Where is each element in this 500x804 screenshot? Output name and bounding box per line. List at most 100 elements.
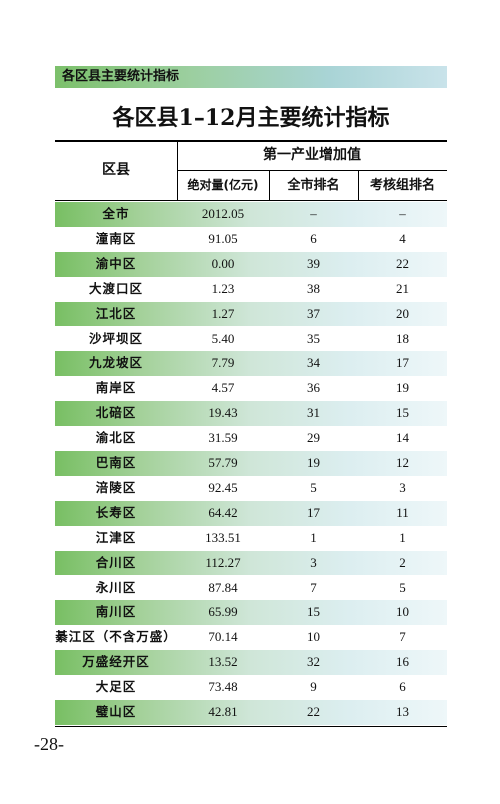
table-row: 沙坪坝区 5.40 35 18 [55, 327, 447, 352]
district-cell: 潼南区 [95, 230, 137, 246]
absolute-value-cell: 64.42 [208, 504, 238, 520]
city-rank-cell: 38 [307, 280, 320, 296]
absolute-value-cell: 31.59 [208, 430, 238, 446]
header-divider [269, 170, 270, 200]
district-cell: 綦江区（不含万盛） [55, 629, 177, 645]
table-row: 永川区 87.84 7 5 [55, 576, 447, 601]
assess-rank-cell: 18 [396, 330, 409, 346]
district-cell: 沙坪坝区 [88, 330, 143, 346]
city-rank-cell: 15 [307, 604, 320, 620]
absolute-value-cell: 91.05 [208, 230, 238, 246]
assess-rank-cell: 4 [399, 230, 406, 246]
district-cell: 渝中区 [95, 255, 137, 271]
assess-rank-cell: 21 [396, 280, 409, 296]
assess-rank-cell: – [399, 206, 406, 221]
city-rank-cell: 1 [310, 529, 317, 545]
district-cell: 九龙坡区 [88, 355, 143, 371]
table-row: 大渡口区 1.23 38 21 [55, 277, 447, 302]
table-row: 南岸区 4.57 36 19 [55, 376, 447, 401]
city-rank-cell: 31 [307, 405, 320, 421]
assess-rank-cell: 11 [396, 504, 409, 520]
district-cell: 江北区 [95, 305, 137, 321]
absolute-value-cell: 4.57 [211, 380, 235, 396]
absolute-value-cell: 87.84 [208, 579, 238, 595]
header-divider [358, 170, 359, 200]
city-rank-cell: 35 [307, 330, 320, 346]
assess-rank-cell: 7 [399, 629, 406, 645]
absolute-value-cell: 5.40 [211, 330, 235, 346]
city-rank-cell: 10 [307, 629, 320, 645]
header-city-rank: 全市排名 [287, 178, 340, 193]
district-cell: 南岸区 [95, 380, 137, 396]
header-bottom-rule [55, 200, 447, 201]
assess-rank-cell: 13 [396, 704, 409, 719]
table-bottom-rule [55, 726, 447, 727]
absolute-value-cell: 73.48 [208, 679, 238, 695]
assess-rank-cell: 3 [399, 479, 406, 495]
district-cell: 大足区 [95, 679, 137, 695]
absolute-value-cell: 13.52 [208, 654, 238, 670]
city-rank-cell: 9 [310, 679, 317, 695]
header-assess-rank: 考核组排名 [369, 178, 435, 193]
table-row: 璧山区 42.81 22 13 [55, 700, 447, 725]
table-row: 北碚区 19.43 31 15 [55, 401, 447, 427]
assess-rank-cell: 5 [399, 579, 406, 595]
table-row: 江津区 133.51 1 1 [55, 526, 447, 551]
header-primary-industry: 第一产业增加值 [263, 147, 361, 163]
table-row: 潼南区 91.05 6 4 [55, 227, 447, 252]
assess-rank-cell: 20 [396, 305, 409, 321]
district-cell: 永川区 [95, 579, 137, 595]
assess-rank-cell: 12 [396, 455, 409, 470]
assess-rank-cell: 22 [396, 255, 409, 271]
table-row: 渝中区 0.00 39 22 [55, 251, 447, 277]
table-row: 合川区 112.27 3 2 [55, 550, 447, 576]
assess-rank-cell: 14 [396, 430, 409, 446]
city-rank-cell: 19 [307, 455, 320, 470]
absolute-value-cell: 42.81 [208, 704, 238, 719]
district-cell: 全市 [102, 206, 130, 221]
absolute-value-cell: 112.27 [205, 554, 241, 570]
district-cell: 万盛经开区 [82, 654, 150, 670]
district-cell: 涪陵区 [95, 479, 137, 495]
absolute-value-cell: 65.99 [208, 604, 238, 620]
district-cell: 大渡口区 [88, 280, 143, 296]
header-divider [177, 141, 178, 200]
assess-rank-cell: 2 [399, 554, 406, 570]
assess-rank-cell: 1 [399, 529, 406, 545]
city-rank-cell: – [310, 206, 317, 221]
district-cell: 江津区 [95, 529, 137, 545]
table-row: 綦江区（不含万盛） 70.14 10 7 [55, 625, 447, 650]
table-row: 大足区 73.48 9 6 [55, 675, 447, 700]
table-row: 涪陵区 92.45 5 3 [55, 476, 447, 501]
absolute-value-cell: 7.79 [211, 355, 235, 371]
header-district: 区县 [102, 162, 130, 178]
table-row: 九龙坡区 7.79 34 17 [55, 351, 447, 377]
city-rank-cell: 5 [310, 479, 317, 495]
district-cell: 南川区 [95, 604, 137, 620]
city-rank-cell: 3 [310, 554, 317, 570]
absolute-value-cell: 57.79 [208, 455, 238, 470]
city-rank-cell: 7 [310, 579, 317, 595]
city-rank-cell: 17 [307, 504, 320, 520]
absolute-value-cell: 133.51 [205, 529, 241, 545]
district-cell: 渝北区 [95, 430, 137, 446]
city-rank-cell: 34 [307, 355, 320, 371]
assess-rank-cell: 19 [396, 380, 409, 396]
absolute-value-cell: 0.00 [211, 255, 235, 271]
header-mid-rule [177, 170, 447, 171]
city-rank-cell: 37 [307, 305, 320, 321]
district-cell: 璧山区 [95, 704, 137, 719]
city-rank-cell: 29 [307, 430, 320, 446]
district-cell: 长寿区 [95, 504, 137, 520]
city-rank-cell: 6 [310, 230, 317, 246]
section-banner: 各区县主要统计指标 [55, 66, 447, 88]
city-rank-cell: 22 [307, 704, 320, 719]
city-rank-cell: 32 [307, 654, 320, 670]
assess-rank-cell: 16 [396, 654, 409, 670]
absolute-value-cell: 1.27 [211, 305, 235, 321]
city-rank-cell: 36 [307, 380, 320, 396]
table-row: 渝北区 31.59 29 14 [55, 426, 447, 451]
assess-rank-cell: 17 [396, 355, 409, 371]
city-rank-cell: 39 [307, 255, 320, 271]
absolute-value-cell: 1.23 [211, 280, 235, 296]
